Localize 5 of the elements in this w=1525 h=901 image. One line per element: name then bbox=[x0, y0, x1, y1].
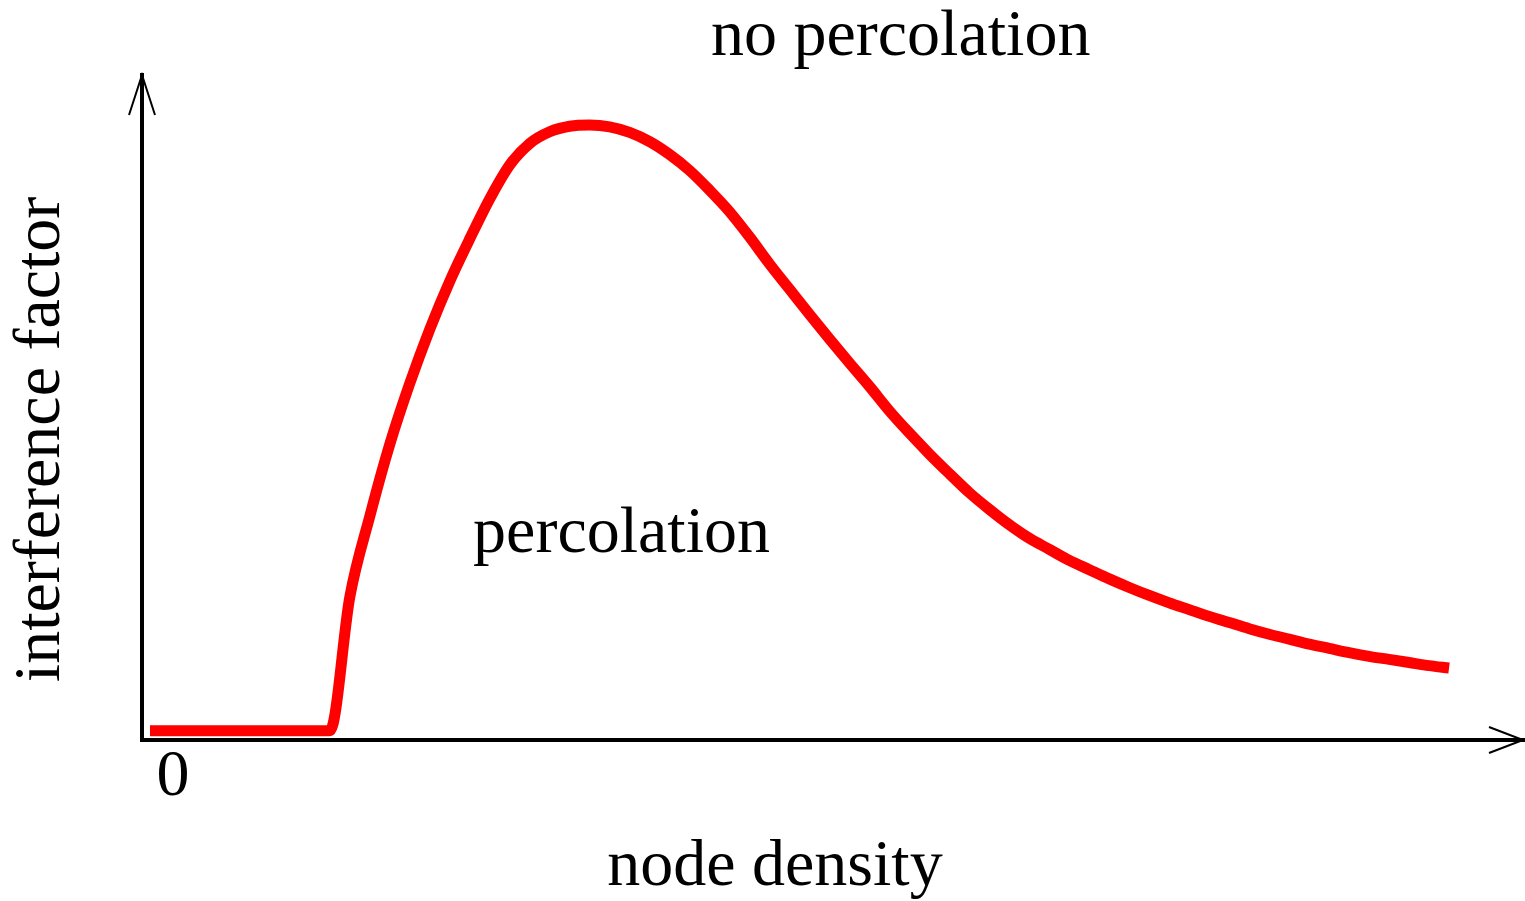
annotation: 0 bbox=[156, 736, 190, 810]
annotation: percolation bbox=[473, 492, 770, 566]
text: no percolation bbox=[711, 0, 1091, 70]
y-axis-title: interference factor bbox=[0, 196, 74, 683]
x-axis-title: node density bbox=[607, 826, 943, 899]
